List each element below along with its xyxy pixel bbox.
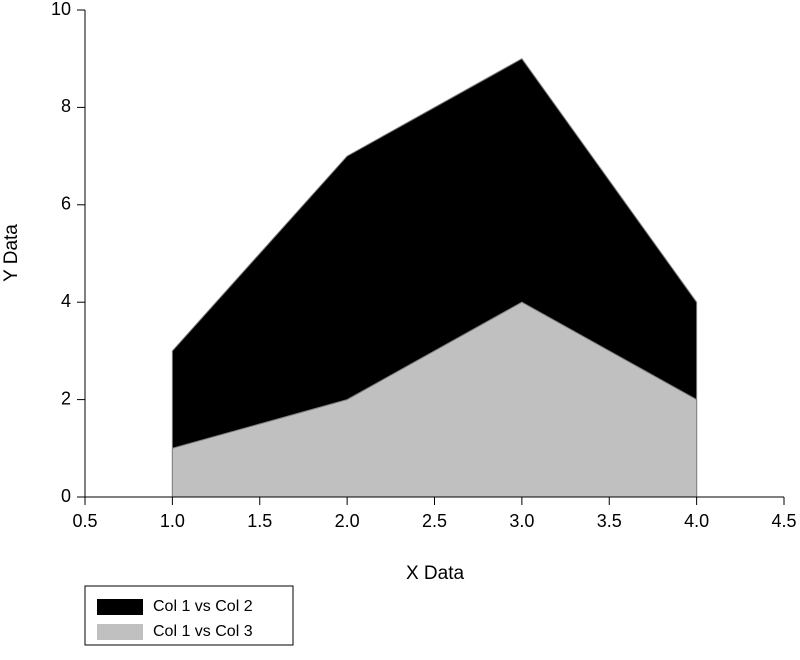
legend-label: Col 1 vs Col 3 xyxy=(153,623,253,640)
x-tick-label: 2.5 xyxy=(422,511,447,531)
legend-swatch xyxy=(97,624,143,640)
x-tick-label: 4.5 xyxy=(771,511,796,531)
y-tick-label: 10 xyxy=(51,0,71,19)
y-tick-label: 8 xyxy=(61,96,71,116)
y-axis-label: Y Data xyxy=(1,224,22,282)
x-tick-label: 2.0 xyxy=(335,511,360,531)
legend-label: Col 1 vs Col 2 xyxy=(153,598,253,615)
x-tick-label: 3.5 xyxy=(597,511,622,531)
x-tick-label: 1.5 xyxy=(247,511,272,531)
x-axis-label: X Data xyxy=(406,563,465,584)
y-tick-label: 0 xyxy=(61,486,71,506)
y-tick-label: 2 xyxy=(61,388,71,408)
x-tick-label: 0.5 xyxy=(72,511,97,531)
x-tick-label: 1.0 xyxy=(160,511,185,531)
y-tick-label: 6 xyxy=(61,194,71,214)
y-tick-label: 4 xyxy=(61,291,71,311)
x-tick-label: 4.0 xyxy=(684,511,709,531)
legend-swatch xyxy=(97,599,143,615)
x-tick-label: 3.0 xyxy=(509,511,534,531)
